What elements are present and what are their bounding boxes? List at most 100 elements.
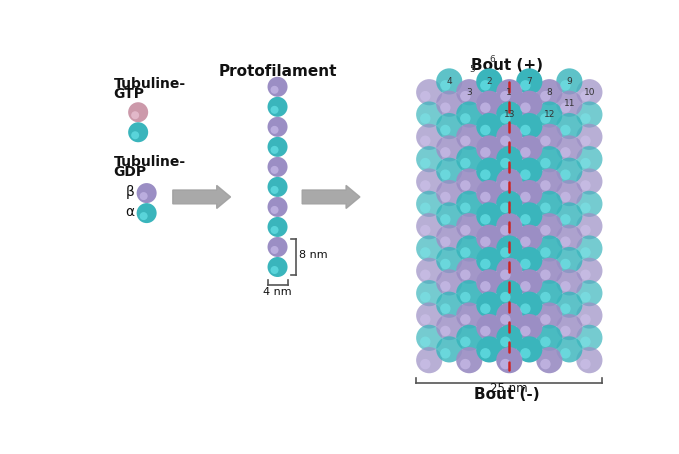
Circle shape bbox=[540, 336, 551, 347]
Circle shape bbox=[416, 146, 442, 172]
Circle shape bbox=[516, 336, 543, 362]
Circle shape bbox=[556, 135, 583, 162]
Circle shape bbox=[480, 192, 491, 202]
Circle shape bbox=[436, 180, 462, 206]
Circle shape bbox=[581, 91, 591, 101]
Circle shape bbox=[540, 292, 551, 302]
Circle shape bbox=[436, 269, 462, 296]
Circle shape bbox=[140, 212, 147, 220]
Circle shape bbox=[456, 236, 482, 262]
Text: 6: 6 bbox=[490, 54, 495, 64]
Circle shape bbox=[576, 101, 602, 128]
Circle shape bbox=[540, 180, 551, 191]
Circle shape bbox=[420, 158, 430, 168]
Circle shape bbox=[480, 237, 491, 247]
Circle shape bbox=[270, 266, 278, 274]
Circle shape bbox=[420, 247, 430, 258]
Circle shape bbox=[436, 202, 462, 228]
Circle shape bbox=[440, 192, 451, 202]
Circle shape bbox=[500, 91, 511, 101]
Circle shape bbox=[140, 192, 147, 200]
Circle shape bbox=[268, 237, 287, 257]
Circle shape bbox=[536, 191, 562, 217]
Text: Tubuline-: Tubuline- bbox=[113, 155, 185, 169]
Circle shape bbox=[520, 147, 530, 158]
Circle shape bbox=[270, 226, 278, 234]
Circle shape bbox=[576, 168, 602, 195]
Circle shape bbox=[420, 359, 430, 370]
Circle shape bbox=[500, 136, 511, 146]
Circle shape bbox=[560, 303, 570, 314]
Circle shape bbox=[540, 359, 551, 370]
Circle shape bbox=[536, 258, 562, 284]
Circle shape bbox=[556, 291, 583, 318]
Circle shape bbox=[460, 314, 471, 325]
Circle shape bbox=[476, 180, 502, 206]
Circle shape bbox=[560, 326, 570, 336]
Circle shape bbox=[536, 146, 562, 172]
Circle shape bbox=[270, 206, 278, 214]
Circle shape bbox=[420, 292, 430, 302]
Circle shape bbox=[556, 91, 583, 117]
Circle shape bbox=[476, 225, 502, 251]
Circle shape bbox=[560, 103, 570, 113]
Circle shape bbox=[456, 124, 482, 150]
Circle shape bbox=[520, 103, 530, 113]
Circle shape bbox=[268, 137, 287, 157]
Circle shape bbox=[556, 202, 583, 228]
Circle shape bbox=[520, 348, 530, 359]
Circle shape bbox=[440, 125, 451, 135]
Circle shape bbox=[581, 225, 591, 235]
Circle shape bbox=[581, 247, 591, 258]
Circle shape bbox=[476, 113, 502, 139]
Circle shape bbox=[576, 347, 602, 373]
Circle shape bbox=[460, 247, 471, 258]
Circle shape bbox=[520, 303, 530, 314]
Circle shape bbox=[516, 69, 543, 94]
Circle shape bbox=[416, 258, 442, 284]
Circle shape bbox=[496, 101, 522, 128]
Circle shape bbox=[516, 291, 543, 318]
Circle shape bbox=[520, 169, 530, 180]
Circle shape bbox=[516, 113, 543, 139]
Circle shape bbox=[496, 258, 522, 284]
Circle shape bbox=[270, 246, 278, 254]
Text: 5: 5 bbox=[469, 65, 475, 74]
Circle shape bbox=[460, 359, 471, 370]
Circle shape bbox=[480, 259, 491, 269]
Circle shape bbox=[460, 270, 471, 280]
Circle shape bbox=[268, 117, 287, 137]
Circle shape bbox=[136, 203, 157, 223]
Circle shape bbox=[536, 168, 562, 195]
Circle shape bbox=[460, 180, 471, 191]
Circle shape bbox=[556, 336, 583, 362]
Circle shape bbox=[496, 146, 522, 172]
Circle shape bbox=[581, 113, 591, 123]
Circle shape bbox=[420, 314, 430, 325]
Circle shape bbox=[420, 91, 430, 101]
Circle shape bbox=[416, 325, 442, 351]
Circle shape bbox=[416, 280, 442, 306]
Text: 2: 2 bbox=[486, 77, 492, 86]
Circle shape bbox=[581, 158, 591, 168]
Circle shape bbox=[576, 258, 602, 284]
Circle shape bbox=[500, 247, 511, 258]
Circle shape bbox=[516, 135, 543, 162]
Circle shape bbox=[436, 135, 462, 162]
Circle shape bbox=[556, 113, 583, 139]
Circle shape bbox=[416, 124, 442, 150]
Circle shape bbox=[536, 124, 562, 150]
Circle shape bbox=[476, 135, 502, 162]
Circle shape bbox=[480, 169, 491, 180]
Circle shape bbox=[416, 101, 442, 128]
Circle shape bbox=[536, 280, 562, 306]
Circle shape bbox=[500, 158, 511, 168]
Circle shape bbox=[581, 270, 591, 280]
Circle shape bbox=[556, 225, 583, 251]
Text: 3: 3 bbox=[466, 88, 472, 97]
Circle shape bbox=[456, 168, 482, 195]
Text: Tubuline-: Tubuline- bbox=[113, 77, 185, 91]
Circle shape bbox=[516, 158, 543, 184]
Circle shape bbox=[480, 326, 491, 336]
Circle shape bbox=[476, 158, 502, 184]
